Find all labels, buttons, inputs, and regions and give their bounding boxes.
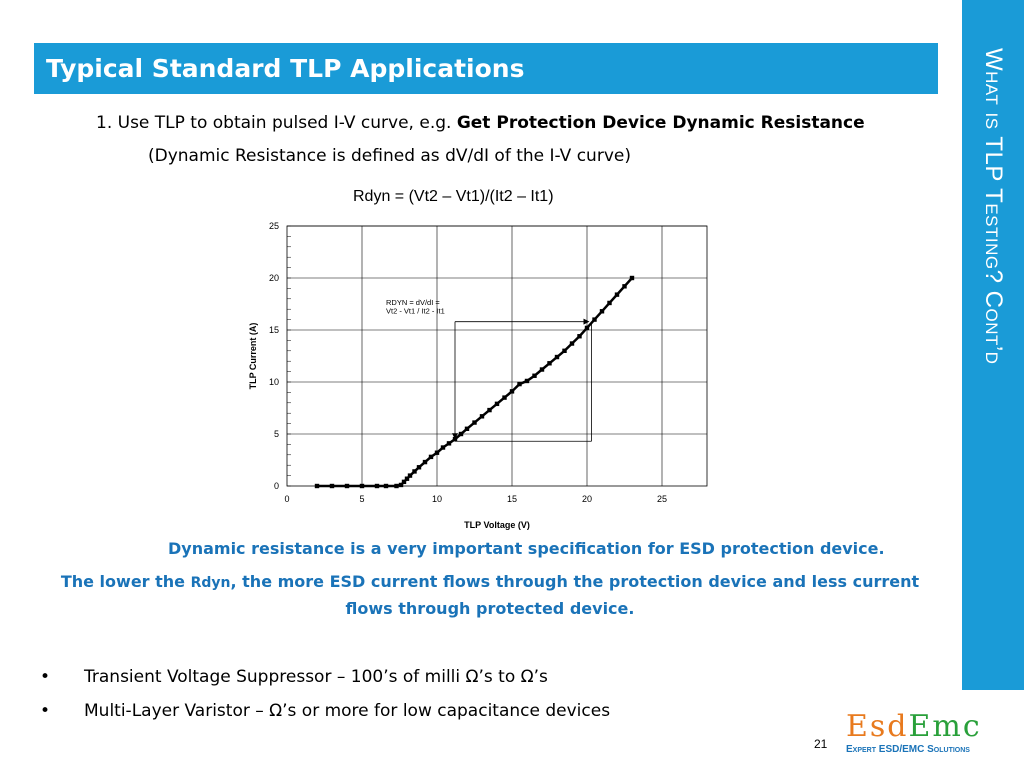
x-axis-label: TLP Voltage (V) (464, 520, 530, 530)
intro-line: 1. Use TLP to obtain pulsed I-V curve, e… (96, 113, 865, 133)
bullet-item: • Multi-Layer Varistor – Ω’s or more for… (40, 694, 610, 728)
y-axis-label: TLP Current (A) (248, 323, 258, 390)
x-tick-label: 10 (432, 494, 442, 504)
data-point (374, 483, 380, 489)
data-point (434, 450, 440, 455)
bullet-list: • Transient Voltage Suppressor – 100’s o… (40, 660, 610, 728)
definition-line: (Dynamic Resistance is defined as dV/dI … (148, 146, 631, 166)
y-tick-label: 15 (269, 325, 279, 335)
data-point (562, 348, 567, 353)
side-title: What is TLP Testing? Cont’d (980, 48, 1007, 365)
rdyn-formula: Rdyn = (Vt2 – Vt1)/(It2 – It1) (353, 188, 554, 205)
data-point (607, 300, 612, 306)
data-point (509, 389, 515, 394)
data-point (599, 309, 605, 314)
plot-frame (286, 225, 708, 487)
x-tick-label: 0 (284, 494, 289, 504)
arrow-head (583, 318, 590, 325)
bullet-text: Multi-Layer Varistor – Ω’s or more for l… (84, 701, 611, 721)
data-point (532, 373, 537, 378)
bullet-symbol: • (40, 701, 51, 721)
data-point (539, 367, 545, 372)
annotation-line2: Vt2 - Vt1 / It2 - It1 (386, 306, 445, 315)
note2-part-b: , the more ESD current flows through the… (230, 572, 920, 618)
intro-text: 1. Use TLP to obtain pulsed I-V curve, e… (96, 113, 457, 133)
data-point (329, 483, 335, 489)
data-point (464, 426, 470, 431)
data-point (359, 483, 365, 489)
x-tick-label: 5 (359, 494, 364, 504)
note2-rdyn: Rdyn (190, 575, 231, 591)
data-point (517, 381, 522, 387)
data-point (502, 395, 507, 400)
annotation-line1: RDYN = dV/dI = (386, 298, 440, 307)
data-point (569, 341, 575, 346)
logo-wordmark: EsdEmc (846, 712, 1018, 742)
logo-esd: Esd (846, 709, 909, 744)
data-point (524, 378, 530, 384)
iv-curve-chart: 0 5 10 15 20 25 0 5 10 15 20 25 TLP Voltage (V) TLP C… (248, 221, 708, 530)
x-tick-label: 20 (582, 494, 592, 504)
logo-tagline: Expert ESD/EMC Solutions (846, 744, 970, 755)
slide-title: Typical Standard TLP Applications (34, 43, 938, 94)
data-point (383, 483, 389, 489)
data-point (472, 420, 477, 425)
bullet-text: Transient Voltage Suppressor – 100’s of … (84, 667, 548, 687)
note2-part-a: The lower the (60, 572, 191, 591)
side-banner: What is TLP Testing? Cont’d (962, 0, 1024, 690)
y-tick-label: 5 (274, 429, 279, 439)
data-point (344, 483, 350, 489)
data-point (629, 275, 635, 281)
note-importance: Dynamic resistance is a very important s… (168, 539, 885, 558)
y-tick-label: 25 (269, 221, 279, 231)
data-point (398, 482, 404, 488)
data-point (412, 469, 417, 474)
x-tick-label: 25 (657, 494, 667, 504)
data-point (592, 317, 597, 322)
intro-bold: Get Protection Device Dynamic Resistance (456, 113, 865, 133)
data-point (494, 401, 500, 407)
data-point (407, 473, 413, 478)
data-point (479, 414, 485, 419)
logo-emc: Emc (908, 709, 982, 744)
data-point (428, 454, 434, 460)
arrow-head (452, 433, 458, 440)
data-point (547, 361, 552, 366)
data-point (458, 431, 464, 437)
bullet-symbol: • (40, 667, 51, 687)
y-tick-label: 20 (269, 273, 279, 283)
data-point (404, 476, 410, 481)
page-number: 21 (814, 737, 828, 751)
data-point (487, 407, 492, 413)
data-point (416, 465, 422, 470)
esdemc-logo: EsdEmc Expert ESD/EMC Solutions (846, 712, 1018, 760)
note-lower-rdyn: The lower the Rdyn, the more ESD current… (60, 569, 920, 622)
data-point (614, 292, 620, 297)
data-point (554, 354, 560, 360)
data-point (440, 445, 446, 450)
y-tick-label: 10 (269, 377, 279, 387)
data-point (394, 483, 399, 489)
data-point (422, 459, 428, 465)
data-point (314, 483, 320, 489)
data-point (401, 479, 407, 485)
x-tick-label: 15 (507, 494, 517, 504)
data-point (584, 325, 590, 331)
bullet-item: • Transient Voltage Suppressor – 100’s o… (40, 660, 610, 694)
data-point (577, 334, 582, 339)
y-tick-label: 0 (274, 481, 279, 491)
data-point (446, 441, 452, 446)
data-point (622, 284, 627, 289)
